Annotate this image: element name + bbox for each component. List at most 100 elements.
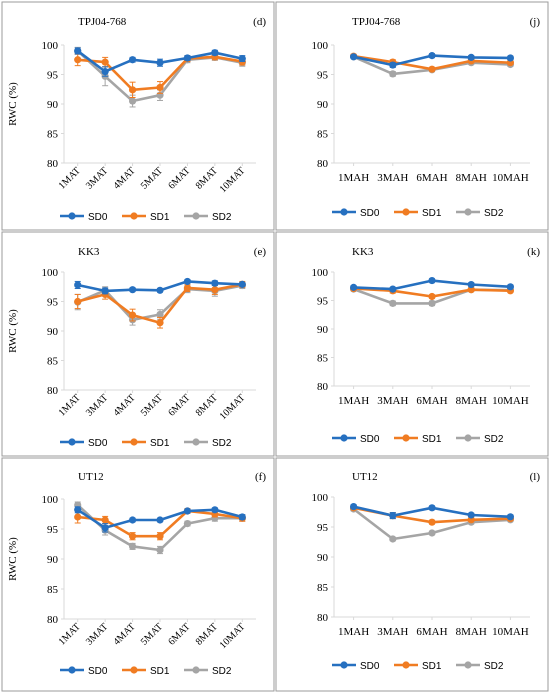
legend-swatch-marker <box>68 438 76 446</box>
y-tick-label: 80 <box>47 614 59 626</box>
data-point-sd0 <box>156 59 164 67</box>
data-point-sd1 <box>101 58 109 66</box>
chart-panel-l: UT12 (l) 80 85 90 95 100 1MAH 3MAH 6MAH 8MAH 10MAH S… <box>275 457 549 692</box>
legend-swatch-marker <box>464 661 472 669</box>
legend-item-sd2: SD2 <box>184 212 232 223</box>
legend-swatch-marker <box>464 208 472 216</box>
data-point-sd0 <box>467 53 475 61</box>
legend-item-sd1: SD1 <box>122 438 170 449</box>
y-tick-label: 95 <box>47 70 59 82</box>
y-tick-label: 95 <box>47 524 59 536</box>
data-point-sd0 <box>350 283 358 291</box>
legend-label: SD0 <box>360 434 380 445</box>
legend-item-sd0: SD0 <box>332 661 380 672</box>
data-point-sd0 <box>101 67 109 76</box>
y-tick-label: 85 <box>317 129 329 141</box>
y-tick-label: 90 <box>317 324 329 336</box>
y-tick-label: 80 <box>317 158 329 170</box>
data-point-sd2 <box>428 529 436 537</box>
data-point-sd0 <box>467 511 475 519</box>
y-tick-label: 95 <box>317 70 329 82</box>
data-point-sd0 <box>238 54 246 63</box>
x-tick-label: 6MAH <box>416 172 447 184</box>
data-point-sd1 <box>211 286 219 294</box>
y-tick-label: 90 <box>47 99 59 111</box>
legend-label: SD1 <box>422 208 442 219</box>
chart-panel-j: TPJ04-768 (j) 80 85 90 95 100 1MAH 3MAH 6MAH 8MAH 1… <box>275 1 549 231</box>
x-tick-label: 1MAH <box>338 172 369 184</box>
data-point-sd2 <box>156 310 164 319</box>
data-point-sd0 <box>238 280 246 288</box>
y-axis-label: RWC (%) <box>7 82 19 126</box>
data-point-sd0 <box>156 516 164 524</box>
y-tick-label: 95 <box>317 296 329 308</box>
legend-item-sd0: SD0 <box>332 434 380 445</box>
legend-item-sd1: SD1 <box>394 661 442 672</box>
panel-tag: (d) <box>253 16 266 28</box>
data-point-sd1 <box>428 518 436 526</box>
panel-title: TPJ04-768 <box>78 16 127 28</box>
data-point-sd0 <box>506 54 514 62</box>
x-tick-label: 3MAH <box>377 395 408 407</box>
data-point-sd0 <box>183 507 192 515</box>
legend-label: SD2 <box>484 434 504 445</box>
x-tick-label: 3MAH <box>377 626 408 638</box>
data-point-sd1 <box>128 532 137 540</box>
legend-swatch-marker <box>192 666 200 674</box>
data-point-sd2 <box>128 97 137 105</box>
legend-swatch-marker <box>464 434 472 442</box>
y-tick-label: 85 <box>317 582 329 594</box>
panel-frame <box>1 1 275 231</box>
legend-item-sd0: SD0 <box>60 438 108 449</box>
y-tick-label: 80 <box>317 381 329 393</box>
legend-label: SD1 <box>150 212 170 223</box>
data-point-sd0 <box>389 511 397 520</box>
y-tick-label: 80 <box>317 612 329 624</box>
data-point-sd1 <box>156 319 164 327</box>
data-point-sd0 <box>101 287 109 295</box>
legend-swatch-marker <box>68 666 76 674</box>
y-tick-label: 80 <box>47 385 59 397</box>
legend-item-sd1: SD1 <box>122 212 170 223</box>
legend-swatch-marker <box>130 666 138 674</box>
data-point-sd1 <box>467 286 475 294</box>
legend-swatch-marker <box>402 661 410 669</box>
legend-label: SD1 <box>422 434 442 445</box>
data-point-sd1 <box>183 284 192 292</box>
data-point-sd1 <box>128 311 137 319</box>
panel-title: KK3 <box>78 246 100 258</box>
legend-label: SD2 <box>484 208 504 219</box>
data-point-sd1 <box>428 292 436 301</box>
y-tick-label: 100 <box>312 40 329 52</box>
y-tick-label: 100 <box>42 494 59 506</box>
x-tick-label: 6MAH <box>416 395 447 407</box>
data-point-sd2 <box>183 520 192 528</box>
y-tick-label: 90 <box>317 552 329 564</box>
y-tick-label: 95 <box>47 297 59 309</box>
y-tick-label: 95 <box>317 522 329 534</box>
y-tick-label: 100 <box>312 492 329 504</box>
panel-tag: (e) <box>254 246 267 258</box>
data-point-sd1 <box>128 86 137 94</box>
data-point-sd0 <box>156 286 164 294</box>
data-point-sd1 <box>101 516 109 524</box>
x-tick-label: 1MAH <box>338 395 369 407</box>
y-axis-label: RWC (%) <box>7 309 19 353</box>
y-tick-label: 100 <box>42 40 59 52</box>
legend-item-sd1: SD1 <box>122 666 170 677</box>
data-point-sd0 <box>389 61 397 69</box>
panel-frame <box>275 1 549 231</box>
legend-label: SD2 <box>212 666 232 677</box>
data-point-sd0 <box>183 54 192 62</box>
legend-item-sd2: SD2 <box>184 666 232 677</box>
x-tick-label: 8MAH <box>456 395 487 407</box>
data-point-sd1 <box>156 83 164 92</box>
legend-label: SD1 <box>150 666 170 677</box>
chart-panel-k: KK3 (k) 80 85 90 95 100 1MAH 3MAH 6MAH 8MAH 10MAH SD… <box>275 231 549 457</box>
legend-label: SD0 <box>88 666 108 677</box>
data-point-sd0 <box>211 49 219 57</box>
data-point-sd2 <box>389 535 397 543</box>
legend-swatch-marker <box>340 434 348 442</box>
